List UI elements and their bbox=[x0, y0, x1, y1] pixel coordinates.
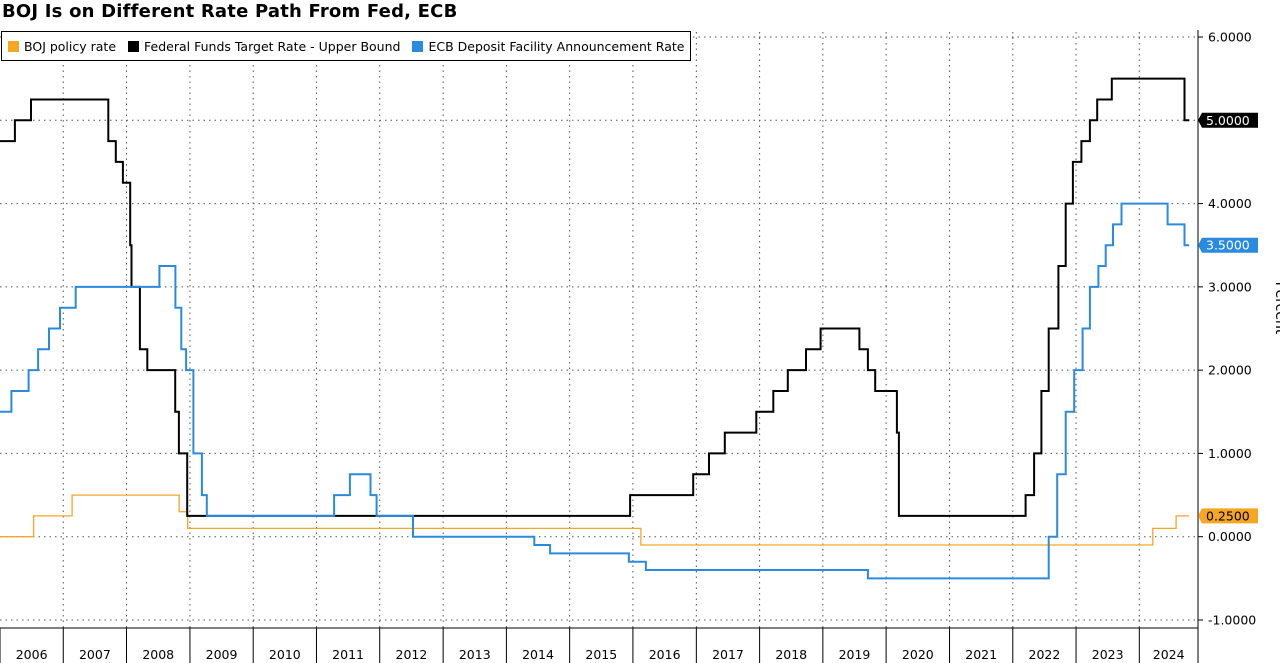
x-tick-label: 2021 bbox=[965, 647, 997, 662]
x-tick-label: 2010 bbox=[269, 647, 301, 662]
x-tick-label: 2018 bbox=[775, 647, 807, 662]
x-tick-label: 2007 bbox=[79, 647, 111, 662]
legend-item-3: ECB Deposit Facility Announcement Rate bbox=[412, 39, 684, 54]
x-tick-label: 2023 bbox=[1092, 647, 1124, 662]
y-tick-label: 0.0000 bbox=[1208, 529, 1252, 544]
legend-label: BOJ policy rate bbox=[24, 38, 117, 54]
x-tick-label: 2006 bbox=[16, 647, 48, 662]
x-tick-label: 2012 bbox=[396, 647, 428, 662]
x-tick-label: 2014 bbox=[522, 647, 554, 662]
grid-layer bbox=[0, 32, 1198, 628]
legend-swatch bbox=[8, 40, 19, 52]
x-tick-label: 2013 bbox=[459, 647, 491, 662]
last-value-label-1: 0.2500 bbox=[1206, 508, 1250, 523]
y-tick-label: 6.0000 bbox=[1208, 30, 1252, 45]
x-tick-label: 2009 bbox=[206, 647, 238, 662]
last-value-tag-2 bbox=[1198, 112, 1258, 128]
y-tick-label: -1.0000 bbox=[1208, 613, 1256, 628]
series-line-2 bbox=[0, 77, 1190, 517]
x-tick-label: 2020 bbox=[902, 647, 934, 662]
x-tick-label: 2016 bbox=[649, 647, 681, 662]
y-tick-label: 4.0000 bbox=[1208, 196, 1252, 211]
legend-label: ECB Deposit Facility Announcement Rate bbox=[428, 38, 685, 54]
legend-item-2: Federal Funds Target Rate - Upper Bound bbox=[128, 39, 400, 54]
legend-swatch bbox=[412, 40, 424, 52]
chart-title: BOJ Is on Different Rate Path From Fed, … bbox=[2, 1, 458, 22]
series-line-3 bbox=[0, 202, 1190, 580]
axis-layer: -1.0000 0.0000 1.0000 2.0000 3.0000 4.0000 5.0… bbox=[0, 30, 1256, 663]
legend: BOJ policy rate Federal Funds Target Rate… bbox=[1, 31, 692, 61]
y-tick-label: 1.0000 bbox=[1208, 446, 1252, 461]
legend-label: Federal Funds Target Rate - Upper Bound bbox=[144, 38, 401, 54]
series-layer bbox=[0, 77, 1190, 580]
x-tick-label: 2019 bbox=[839, 647, 871, 662]
x-tick-label: 2008 bbox=[142, 647, 174, 662]
last-value-tag-1 bbox=[1198, 508, 1258, 524]
last-value-label-3: 3.5000 bbox=[1206, 238, 1250, 253]
y-tick-label: 2.0000 bbox=[1208, 363, 1252, 378]
x-tick-label: 2015 bbox=[585, 647, 617, 662]
last-value-label-2: 5.0000 bbox=[1206, 113, 1250, 128]
label-layer: 0.2500 5.0000 3.5000 bbox=[1198, 112, 1258, 524]
x-tick-label: 2017 bbox=[712, 647, 744, 662]
x-tick-label: 2022 bbox=[1029, 647, 1061, 662]
x-tick-label: 2011 bbox=[332, 647, 364, 662]
series-line-1 bbox=[0, 494, 1190, 546]
legend-item-1: BOJ policy rate bbox=[8, 39, 116, 54]
last-value-tag-3 bbox=[1198, 237, 1258, 253]
y-tick-label: 3.0000 bbox=[1208, 279, 1252, 294]
legend-swatch bbox=[128, 40, 140, 52]
x-tick-label: 2024 bbox=[1153, 647, 1185, 662]
y-axis-label: Percent bbox=[1272, 281, 1280, 335]
